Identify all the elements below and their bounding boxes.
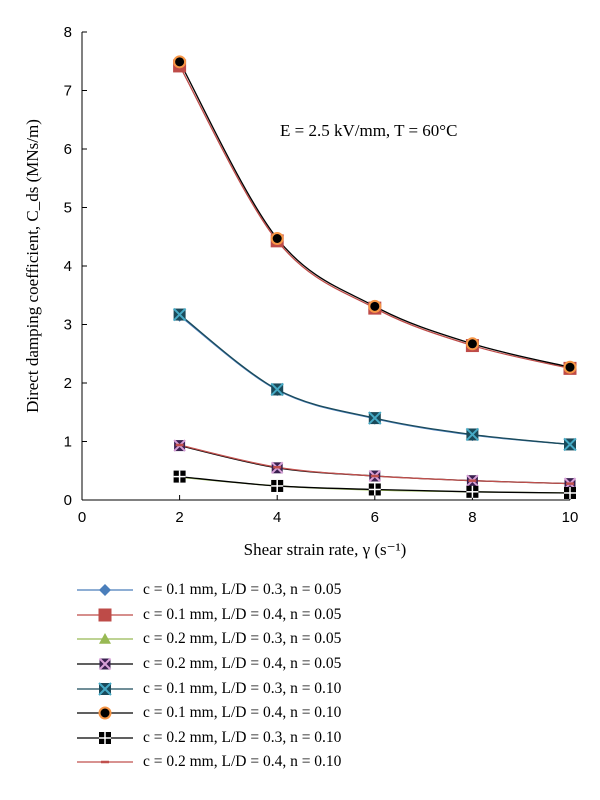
series-line-6 [179,61,571,368]
legend-item: c = 0.1 mm, L/D = 0.4, n = 0.10 [75,701,595,726]
legend-label: c = 0.2 mm, L/D = 0.4, n = 0.10 [143,753,342,771]
x-tick-label: 0 [78,509,86,526]
legend-label: c = 0.2 mm, L/D = 0.3, n = 0.05 [143,630,342,648]
y-tick-label: 3 [64,317,72,334]
y-tick-label: 5 [64,200,72,217]
data-point-s5-1 [172,307,187,322]
data-point-s5-3 [368,411,382,425]
legend-item: c = 0.1 mm, L/D = 0.4, n = 0.05 [75,603,595,628]
legend-label: c = 0.1 mm, L/D = 0.4, n = 0.10 [143,704,342,722]
legend-label: c = 0.1 mm, L/D = 0.3, n = 0.05 [143,581,342,599]
data-point-s6-2 [270,232,284,246]
y-tick-label: 1 [64,434,72,451]
legend-swatch-3 [77,633,133,645]
x-tick-label: 6 [371,509,379,526]
x-tick-label: 8 [468,509,476,526]
data-point-s5-4 [465,427,480,442]
data-point-s7-1 [173,470,186,483]
data-point-s6-4 [465,337,479,351]
legend-swatch-1 [77,584,133,597]
legend-swatch-2 [77,608,133,622]
legend-swatch-7 [77,731,133,744]
series-line-5 [179,314,571,446]
legend-swatch-5 [77,681,133,696]
legend-label: c = 0.2 mm, L/D = 0.3, n = 0.10 [143,728,342,746]
y-tick-label: 7 [64,83,72,100]
legend-item: c = 0.2 mm, L/D = 0.3, n = 0.10 [75,726,595,751]
y-tick-label: 4 [64,258,72,275]
data-point-s7-5 [564,486,576,499]
legend-item: c = 0.2 mm, L/D = 0.4, n = 0.10 [75,750,595,775]
data-point-s7-3 [368,483,381,496]
data-point-s6-1 [173,55,187,69]
legend-item: c = 0.2 mm, L/D = 0.3, n = 0.05 [75,627,595,652]
y-tick-label: 0 [64,492,72,509]
legend-swatch-4 [77,657,133,671]
data-point-s5-2 [270,382,284,397]
legend: c = 0.1 mm, L/D = 0.3, n = 0.05 c = 0.1 m… [75,578,595,775]
x-tick-label: 2 [175,509,183,526]
line-chart: 0 2 4 6 8 10 0 1 2 3 4 5 6 7 8 E = 2.5 kV/mm, T = 60°C… [23,24,579,559]
data-point-s7-2 [271,479,284,492]
legend-swatch-8 [77,761,133,764]
y-tick-label: 6 [64,141,72,158]
axes: 0 2 4 6 8 10 0 1 2 3 4 5 6 7 8 [64,24,579,526]
x-tick-label: 4 [273,509,281,526]
y-tick-label: 2 [64,375,72,392]
legend-item: c = 0.1 mm, L/D = 0.3, n = 0.10 [75,676,595,701]
legend-label: c = 0.1 mm, L/D = 0.3, n = 0.10 [143,679,342,697]
data-point-s7-4 [466,485,479,498]
legend-label: c = 0.1 mm, L/D = 0.4, n = 0.05 [143,605,342,623]
x-axis-label: Shear strain rate, γ (s⁻¹) [244,540,407,559]
y-axis-label: Direct damping coefficient, C_ds (MNs/m) [23,119,42,413]
series-markers [172,55,577,499]
x-tick-label: 10 [562,509,579,526]
legend-item: c = 0.2 mm, L/D = 0.4, n = 0.05 [75,652,595,677]
data-point-s6-5 [563,360,577,374]
data-point-s5-5 [563,437,577,452]
series-line-2 [179,65,571,370]
series-line-1 [179,315,571,446]
legend-item: c = 0.1 mm, L/D = 0.3, n = 0.05 [75,578,595,603]
legend-label: c = 0.2 mm, L/D = 0.4, n = 0.05 [143,655,342,673]
chart-annotation: E = 2.5 kV/mm, T = 60°C [280,121,457,140]
y-tick-label: 8 [64,24,72,41]
legend-swatch-6 [77,706,133,720]
data-point-s6-3 [368,299,382,313]
